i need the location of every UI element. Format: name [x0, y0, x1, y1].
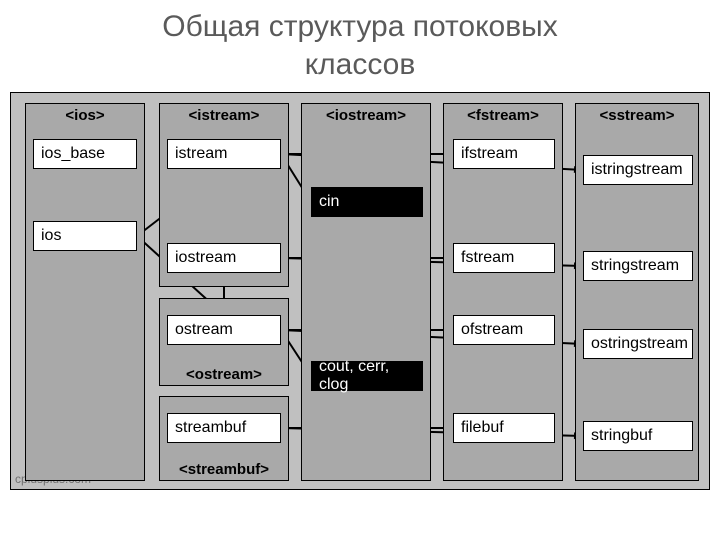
panel-header-ios: <ios> — [26, 104, 144, 128]
node-label-streambuf: streambuf — [175, 419, 246, 437]
node-label-cout: cout, cerr, clog — [319, 358, 415, 394]
panel-iostream: <iostream> — [301, 103, 431, 481]
node-ios: ios — [33, 221, 137, 251]
title-line-1: Общая структура потоковых — [162, 10, 557, 43]
node-label-fstream: fstream — [461, 249, 514, 267]
node-stringstream: stringstream — [583, 251, 693, 281]
node-label-ios_base: ios_base — [41, 145, 105, 163]
panel-header-streambuf: <streambuf> — [160, 461, 288, 478]
node-filebuf: filebuf — [453, 413, 555, 443]
node-istream: istream — [167, 139, 281, 169]
node-ofstream: ofstream — [453, 315, 555, 345]
node-label-ofstream: ofstream — [461, 321, 523, 339]
node-cout: cout, cerr, clog — [311, 361, 423, 391]
panel-header-istream: <istream> — [160, 104, 288, 128]
diagram-frame: cplusplus.com <ios><istream><ostream><st… — [10, 92, 710, 490]
node-ios_base: ios_base — [33, 139, 137, 169]
node-ifstream: ifstream — [453, 139, 555, 169]
node-label-stringstream: stringstream — [591, 257, 679, 275]
node-cin: cin — [311, 187, 423, 217]
node-label-cin: cin — [319, 193, 339, 211]
node-ostringstream: ostringstream — [583, 329, 693, 359]
node-stringbuf: stringbuf — [583, 421, 693, 451]
node-iostream: iostream — [167, 243, 281, 273]
node-label-ostringstream: ostringstream — [591, 335, 688, 353]
node-label-filebuf: filebuf — [461, 419, 504, 437]
node-label-iostream: iostream — [175, 249, 236, 267]
node-istringstream: istringstream — [583, 155, 693, 185]
node-ostream: ostream — [167, 315, 281, 345]
node-label-ios: ios — [41, 227, 61, 245]
node-label-istream: istream — [175, 145, 227, 163]
panel-header-sstream: <sstream> — [576, 104, 698, 128]
node-label-stringbuf: stringbuf — [591, 427, 652, 445]
panel-header-fstream: <fstream> — [444, 104, 562, 128]
node-fstream: fstream — [453, 243, 555, 273]
title-line-2: классов — [305, 48, 416, 81]
node-label-ifstream: ifstream — [461, 145, 518, 163]
node-streambuf: streambuf — [167, 413, 281, 443]
panel-header-ostream: <ostream> — [160, 366, 288, 383]
node-label-istringstream: istringstream — [591, 161, 683, 179]
node-label-ostream: ostream — [175, 321, 233, 339]
panel-header-iostream: <iostream> — [302, 104, 430, 128]
page-title: Общая структура потоковых классов — [0, 0, 720, 83]
